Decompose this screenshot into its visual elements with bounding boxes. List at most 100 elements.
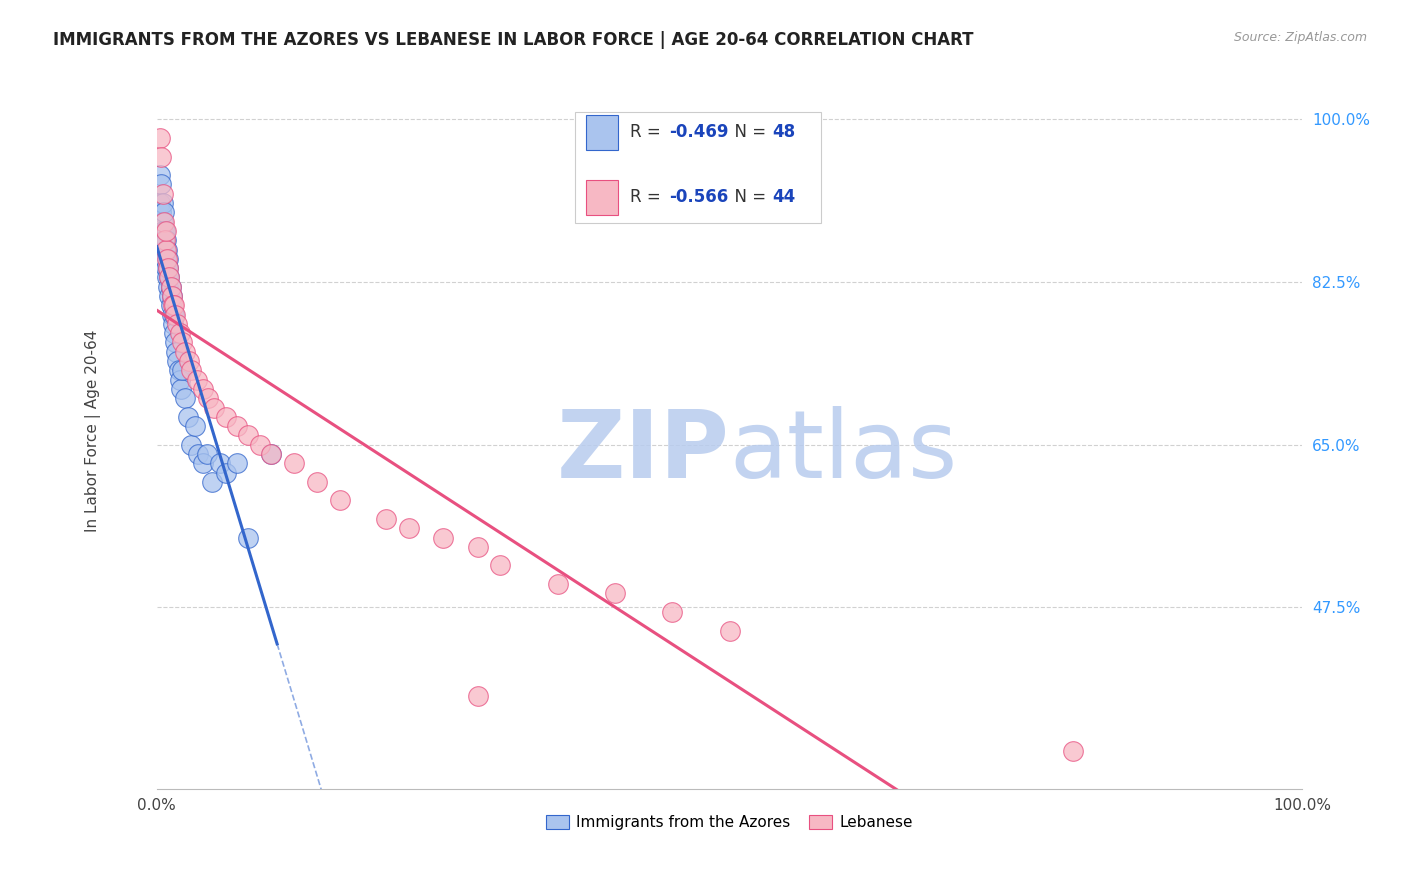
Point bbox=[149, 168, 172, 182]
Text: ZIP: ZIP bbox=[557, 406, 730, 499]
Point bbox=[160, 289, 183, 303]
Point bbox=[162, 298, 184, 312]
Point bbox=[260, 447, 283, 461]
Point bbox=[155, 233, 177, 247]
Point bbox=[150, 178, 173, 192]
FancyBboxPatch shape bbox=[575, 112, 821, 223]
Point bbox=[174, 344, 197, 359]
Point bbox=[489, 558, 512, 573]
Point bbox=[156, 252, 179, 266]
Point bbox=[165, 335, 187, 350]
Point bbox=[191, 456, 214, 470]
Point bbox=[238, 428, 260, 442]
Point bbox=[197, 391, 219, 405]
Point bbox=[159, 279, 181, 293]
Point bbox=[238, 531, 260, 545]
Point bbox=[152, 215, 174, 229]
Point bbox=[156, 243, 179, 257]
Point bbox=[187, 447, 209, 461]
Point bbox=[226, 456, 249, 470]
Point bbox=[718, 624, 741, 638]
Point bbox=[153, 243, 176, 257]
Point bbox=[160, 308, 183, 322]
Point bbox=[152, 224, 174, 238]
Point bbox=[195, 447, 218, 461]
Point bbox=[226, 419, 249, 434]
Point bbox=[155, 243, 177, 257]
Text: -0.566: -0.566 bbox=[669, 188, 728, 206]
Point bbox=[214, 409, 236, 424]
Point bbox=[150, 150, 173, 164]
FancyBboxPatch shape bbox=[586, 115, 619, 150]
Text: N =: N = bbox=[724, 188, 770, 206]
FancyBboxPatch shape bbox=[586, 180, 619, 215]
Point bbox=[162, 317, 184, 331]
Text: R =: R = bbox=[630, 123, 666, 141]
Point bbox=[186, 373, 208, 387]
Point bbox=[157, 252, 180, 266]
Point bbox=[152, 196, 174, 211]
Point bbox=[307, 475, 329, 489]
Point bbox=[661, 605, 683, 619]
Text: N =: N = bbox=[724, 123, 770, 141]
Point bbox=[152, 186, 174, 201]
Point bbox=[177, 354, 200, 368]
Point bbox=[467, 689, 489, 703]
Point bbox=[170, 335, 193, 350]
Point bbox=[170, 363, 193, 377]
Point bbox=[156, 270, 179, 285]
Point bbox=[153, 233, 176, 247]
Point bbox=[170, 382, 193, 396]
Point bbox=[432, 531, 454, 545]
Point bbox=[159, 279, 181, 293]
Point bbox=[374, 512, 396, 526]
Text: 44: 44 bbox=[772, 188, 796, 206]
Point bbox=[153, 224, 176, 238]
Point bbox=[547, 577, 569, 591]
Point bbox=[159, 270, 181, 285]
Point bbox=[152, 215, 174, 229]
Point bbox=[202, 401, 225, 415]
Point bbox=[149, 131, 172, 145]
Point bbox=[283, 456, 305, 470]
Point bbox=[1062, 744, 1084, 758]
Point bbox=[149, 196, 172, 211]
Text: -0.469: -0.469 bbox=[669, 123, 728, 141]
Point bbox=[165, 308, 187, 322]
Point bbox=[157, 261, 180, 276]
Point bbox=[160, 289, 183, 303]
Point bbox=[208, 456, 231, 470]
Point bbox=[150, 205, 173, 219]
Point bbox=[155, 224, 177, 238]
Point bbox=[249, 438, 271, 452]
Point bbox=[214, 466, 236, 480]
Point bbox=[201, 475, 224, 489]
Point bbox=[157, 279, 180, 293]
Point bbox=[180, 363, 202, 377]
Point bbox=[159, 270, 181, 285]
Text: IMMIGRANTS FROM THE AZORES VS LEBANESE IN LABOR FORCE | AGE 20-64 CORRELATION CH: IMMIGRANTS FROM THE AZORES VS LEBANESE I… bbox=[53, 31, 974, 49]
Text: 48: 48 bbox=[772, 123, 794, 141]
Point bbox=[166, 354, 188, 368]
Point bbox=[159, 298, 181, 312]
Point bbox=[166, 317, 188, 331]
Point bbox=[155, 261, 177, 276]
Point bbox=[167, 363, 190, 377]
Text: Source: ZipAtlas.com: Source: ZipAtlas.com bbox=[1233, 31, 1367, 45]
Y-axis label: In Labor Force | Age 20-64: In Labor Force | Age 20-64 bbox=[86, 329, 101, 532]
Point bbox=[152, 205, 174, 219]
Point bbox=[174, 391, 197, 405]
Point bbox=[159, 289, 181, 303]
Point bbox=[169, 326, 191, 341]
Point bbox=[169, 373, 191, 387]
Point bbox=[329, 493, 352, 508]
Point bbox=[157, 261, 180, 276]
Point bbox=[165, 344, 187, 359]
Point bbox=[152, 233, 174, 247]
Point bbox=[183, 419, 205, 434]
Point bbox=[191, 382, 214, 396]
Point bbox=[177, 409, 200, 424]
Point bbox=[603, 586, 626, 600]
Point bbox=[260, 447, 283, 461]
Point bbox=[153, 252, 176, 266]
